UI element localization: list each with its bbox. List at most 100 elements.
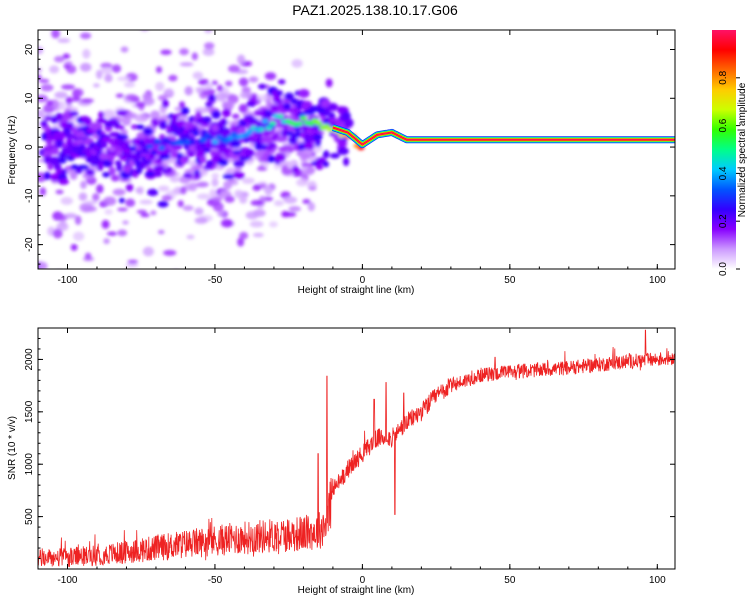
noise-blob bbox=[179, 186, 187, 195]
y-tick-label: 2000 bbox=[24, 348, 35, 371]
noise-blob bbox=[112, 188, 126, 196]
noise-blob bbox=[246, 159, 253, 166]
noise-blob bbox=[39, 261, 48, 269]
noise-blob bbox=[33, 284, 44, 293]
colorbar-gradient bbox=[712, 30, 736, 269]
noise-blob bbox=[178, 17, 186, 24]
signal-blob bbox=[108, 166, 116, 176]
colorbar-tick-label: 0.8 bbox=[718, 70, 729, 84]
signal-blob bbox=[328, 103, 339, 112]
signal-blob bbox=[267, 155, 276, 163]
signal-blob bbox=[183, 172, 193, 179]
ridge-blob bbox=[299, 115, 307, 121]
ridge-blob bbox=[246, 129, 254, 135]
noise-blob bbox=[102, 109, 116, 119]
noise-blob bbox=[64, 61, 73, 66]
noise-blob bbox=[104, 209, 113, 215]
noise-blob bbox=[70, 243, 78, 251]
signal-blob bbox=[65, 121, 75, 130]
y-tick-label: 1000 bbox=[24, 453, 35, 476]
noise-blob bbox=[169, 176, 180, 183]
noise-blob bbox=[192, 71, 204, 80]
noise-blob bbox=[80, 32, 92, 40]
noise-blob bbox=[248, 76, 259, 83]
noise-blob bbox=[124, 289, 132, 299]
noise-blob bbox=[239, 91, 253, 99]
signal-blob bbox=[322, 161, 330, 168]
noise-blob bbox=[38, 74, 42, 80]
noise-blob bbox=[249, 220, 264, 228]
signal-blob bbox=[222, 130, 231, 137]
y-tick-label: -10 bbox=[24, 188, 35, 203]
noise-blob bbox=[127, 259, 139, 265]
noise-blob bbox=[226, 167, 236, 175]
noise-blob bbox=[237, 237, 245, 247]
signal-blob bbox=[50, 173, 61, 182]
noise-blob bbox=[123, 81, 136, 88]
signal-blob bbox=[55, 112, 64, 122]
noise-blob bbox=[296, 178, 308, 187]
signal-blob bbox=[135, 124, 145, 130]
noise-blob bbox=[139, 199, 153, 205]
noise-blob bbox=[211, 80, 218, 86]
noise-blob bbox=[125, 112, 138, 119]
noise-blob bbox=[157, 94, 167, 101]
noise-blob bbox=[157, 229, 165, 235]
noise-blob bbox=[216, 84, 224, 92]
noise-blob bbox=[180, 274, 186, 279]
ridge-blob bbox=[230, 132, 238, 137]
noise-blob bbox=[174, 186, 183, 195]
noise-blob bbox=[223, 180, 232, 190]
signal-blob bbox=[179, 156, 190, 165]
noise-blob bbox=[209, 188, 217, 198]
ridge-blob bbox=[192, 131, 200, 136]
noise-blob bbox=[55, 285, 63, 293]
signal-blob bbox=[60, 168, 68, 176]
noise-blob bbox=[291, 59, 303, 68]
signal-blob bbox=[100, 142, 108, 149]
y-tick-label: -20 bbox=[24, 237, 35, 252]
spectrogram-y-ticks: -20 -10 0 10 20 bbox=[24, 29, 675, 265]
signal-blob bbox=[322, 150, 330, 159]
signal-blob bbox=[110, 174, 120, 182]
noise-blob bbox=[194, 207, 204, 216]
noise-blob bbox=[225, 80, 233, 87]
y-tick-label: 20 bbox=[24, 44, 35, 56]
noise-blob bbox=[195, 87, 209, 92]
signal-blob bbox=[125, 183, 134, 192]
signal-blob bbox=[44, 115, 53, 121]
signal-blob bbox=[291, 165, 299, 174]
spectrogram-xlabel: Height of straight line (km) bbox=[298, 285, 415, 296]
noise-blob bbox=[120, 128, 128, 136]
signal-blob bbox=[329, 152, 340, 159]
signal-blob bbox=[99, 152, 109, 160]
colorbar-tick-label: 0.4 bbox=[718, 166, 729, 180]
signal-blob bbox=[165, 166, 173, 174]
noise-blob bbox=[117, 229, 128, 237]
noise-blob bbox=[224, 195, 235, 203]
signal-blob bbox=[134, 168, 143, 174]
noise-blob bbox=[273, 200, 284, 207]
noise-blob bbox=[38, 67, 43, 73]
noise-blob bbox=[103, 196, 117, 206]
signal-blob bbox=[205, 101, 213, 108]
signal-blob bbox=[158, 121, 168, 130]
noise-blob bbox=[252, 232, 264, 238]
noise-blob bbox=[238, 77, 249, 87]
signal-blob bbox=[221, 108, 231, 118]
y-tick-label: 10 bbox=[24, 92, 35, 104]
signal-blob bbox=[129, 145, 137, 152]
noise-blob bbox=[46, 100, 54, 107]
noise-blob bbox=[217, 211, 226, 217]
noise-blob bbox=[227, 64, 241, 73]
ridge-blob bbox=[150, 150, 158, 155]
snr-panel: -100 -50 0 50 100 500 1000 1500 2000 Height of … bbox=[7, 327, 676, 596]
noise-blob bbox=[43, 16, 56, 24]
noise-blob bbox=[92, 83, 100, 88]
signal-blob bbox=[103, 159, 112, 168]
noise-blob bbox=[264, 72, 277, 81]
noise-blob bbox=[241, 177, 255, 184]
noise-blob bbox=[149, 110, 161, 120]
noise-blob bbox=[111, 64, 122, 73]
